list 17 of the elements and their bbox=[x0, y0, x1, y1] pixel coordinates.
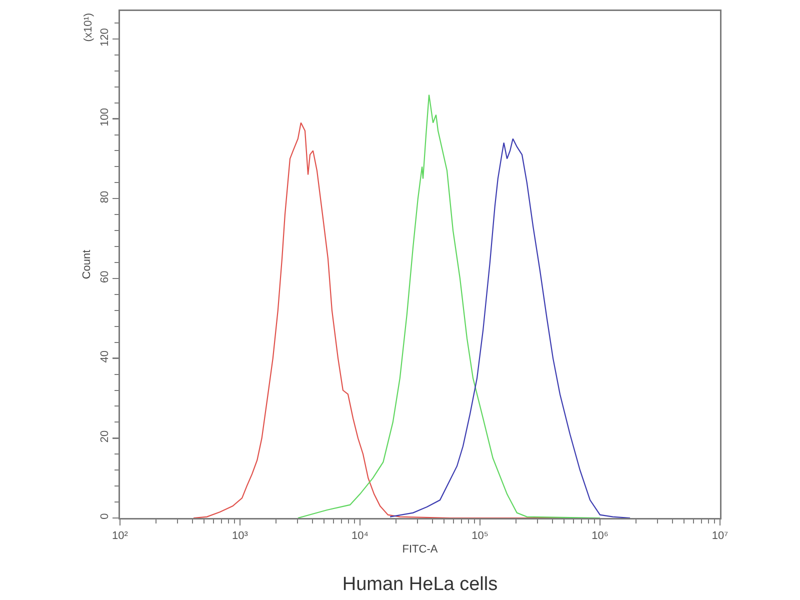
x-tick-label: 10⁵ bbox=[472, 530, 488, 542]
y-tick-label: 20 bbox=[99, 430, 111, 443]
text: (x10¹) bbox=[82, 12, 95, 42]
y-tick-label: 60 bbox=[99, 270, 111, 283]
y-axis-title: Count bbox=[80, 250, 93, 280]
x-tick-label: 10⁶ bbox=[592, 530, 608, 542]
y-tick-label: 40 bbox=[99, 350, 111, 363]
y-tick-label: 0 bbox=[99, 513, 111, 520]
x-tick-label: 10² bbox=[112, 530, 128, 542]
y-tick-label: 120 bbox=[99, 28, 111, 46]
x-axis-title: FITC-A bbox=[402, 544, 438, 556]
x-tick-label: 10³ bbox=[232, 530, 248, 542]
x-tick-label: 10⁷ bbox=[712, 530, 728, 542]
y-tick-label: 100 bbox=[99, 108, 111, 126]
x-tick-label: 10⁴ bbox=[352, 530, 369, 542]
text: Human HeLa cells bbox=[342, 574, 498, 595]
y-tick-label: 80 bbox=[99, 190, 111, 204]
